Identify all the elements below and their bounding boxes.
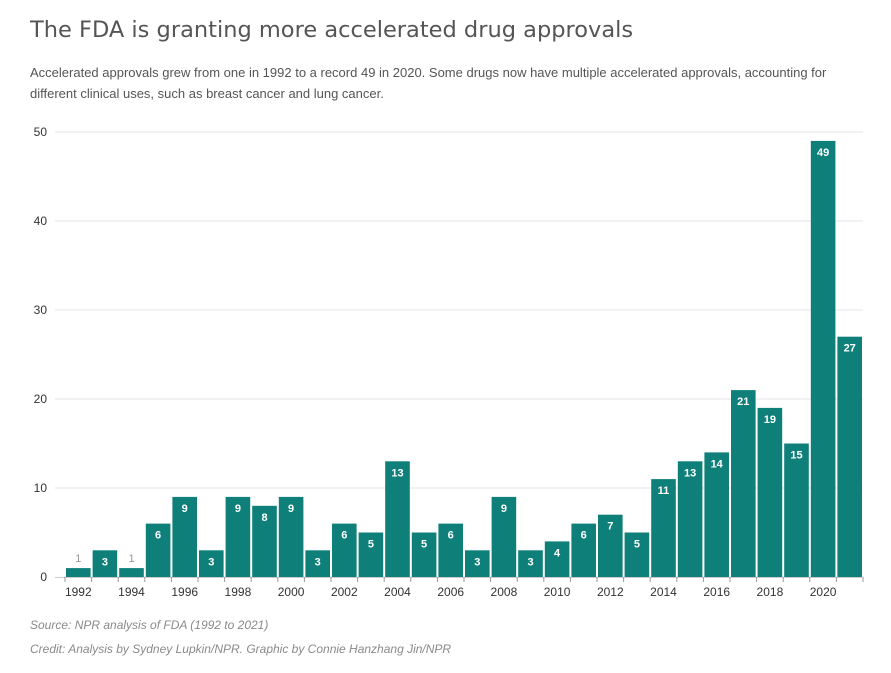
bar-2001 — [305, 550, 330, 577]
bar-value-label: 9 — [288, 503, 294, 515]
bar-2019 — [784, 443, 809, 577]
bar-value-label: 19 — [764, 414, 776, 426]
bar-1994 — [119, 568, 144, 577]
chart-title: The FDA is granting more accelerated dru… — [30, 17, 634, 43]
bar-value-label: 5 — [368, 539, 374, 551]
x-tick-label: 2006 — [437, 585, 464, 599]
bar-2013 — [624, 532, 650, 577]
bar-2005 — [411, 532, 437, 577]
bar-value-label: 27 — [844, 343, 856, 355]
bar-value-label: 9 — [182, 503, 188, 515]
bar-2002 — [332, 523, 357, 577]
x-tick-label: 1994 — [118, 585, 145, 599]
bar-2018 — [757, 407, 783, 577]
bar-value-label: 3 — [208, 556, 214, 568]
bar-2015 — [677, 461, 703, 577]
bar-value-label: 21 — [737, 396, 749, 408]
bar-1999 — [252, 505, 277, 577]
bar-2006 — [438, 523, 463, 577]
bar-1996 — [172, 496, 197, 577]
bar-2010 — [544, 541, 570, 577]
bar-2007 — [465, 550, 490, 577]
bar-value-label: 9 — [235, 503, 241, 515]
bar-value-label: 11 — [658, 485, 670, 497]
y-tick-label: 0 — [40, 570, 47, 584]
bar-1995 — [145, 523, 171, 577]
bar-value-label: 3 — [474, 556, 480, 568]
bar-value-label: 3 — [102, 556, 108, 568]
x-axis-ticks: 1992 1994 1996 1998 2000 2002 2004 2006 2008 2010… — [65, 585, 837, 599]
bar-value-label: 6 — [341, 530, 347, 542]
y-tick-label: 20 — [34, 392, 48, 406]
x-tick-label: 2002 — [331, 585, 358, 599]
bar-value-label: 8 — [261, 512, 267, 524]
x-tick-label: 2010 — [544, 585, 571, 599]
bar-value-label: 3 — [527, 556, 533, 568]
bar-value-label: 1 — [75, 553, 81, 565]
bar-value-label: 3 — [315, 556, 321, 568]
bar-value-label: 14 — [711, 458, 724, 470]
bar-2020 — [810, 140, 836, 577]
bar-2000 — [278, 496, 304, 577]
x-tick-label: 1998 — [225, 585, 252, 599]
x-tick-label: 2012 — [597, 585, 624, 599]
x-tick-label: 1996 — [171, 585, 198, 599]
y-tick-label: 10 — [34, 481, 48, 495]
bar-2014 — [651, 479, 676, 577]
x-axis — [55, 577, 864, 582]
bar-2021 — [837, 336, 862, 577]
bar-2011 — [571, 523, 596, 577]
x-tick-label: 2008 — [491, 585, 518, 599]
bar-1993 — [92, 550, 118, 577]
bar-value-label: 5 — [634, 539, 640, 551]
bar-value-label: 15 — [790, 450, 802, 462]
x-tick-label: 2018 — [757, 585, 784, 599]
bar-1992 — [66, 568, 91, 577]
bar-2017 — [731, 390, 756, 577]
y-axis-ticks: 0 10 20 30 40 50 — [34, 125, 48, 584]
x-tick-label: 2014 — [650, 585, 677, 599]
bar-value-label: 13 — [391, 467, 403, 479]
y-tick-label: 50 — [34, 125, 48, 139]
bar-2009 — [518, 550, 543, 577]
bar-value-label: 7 — [607, 521, 613, 533]
chart-subtitle: Accelerated approvals grew from one in 1… — [30, 65, 827, 101]
bar-1998 — [225, 496, 251, 577]
bar-value-label: 9 — [501, 503, 507, 515]
credit-note: Credit: Analysis by Sydney Lupkin/NPR. G… — [30, 642, 452, 656]
x-tick-label: 2004 — [384, 585, 411, 599]
bar-value-label: 49 — [817, 147, 829, 159]
bar-value-label: 6 — [448, 530, 454, 542]
y-tick-label: 40 — [34, 214, 48, 228]
x-tick-label: 2000 — [278, 585, 305, 599]
bar-2008 — [491, 496, 517, 577]
bars — [66, 140, 862, 577]
bar-2016 — [704, 452, 729, 577]
bar-2012 — [598, 514, 623, 577]
source-note: Source: NPR analysis of FDA (1992 to 202… — [30, 618, 269, 632]
bar-value-label: 5 — [421, 539, 427, 551]
x-tick-label: 2020 — [810, 585, 837, 599]
bar-value-label: 1 — [128, 553, 134, 565]
x-tick-label: 1992 — [65, 585, 92, 599]
bar-value-label: 6 — [155, 530, 161, 542]
bar-1997 — [199, 550, 224, 577]
bar-value-label: 6 — [581, 530, 587, 542]
bar-2003 — [358, 532, 384, 577]
y-tick-label: 30 — [34, 303, 48, 317]
bar-value-label: 4 — [554, 547, 561, 559]
bar-value-label: 13 — [684, 467, 696, 479]
x-tick-label: 2016 — [703, 585, 730, 599]
bar-2004 — [385, 461, 410, 577]
